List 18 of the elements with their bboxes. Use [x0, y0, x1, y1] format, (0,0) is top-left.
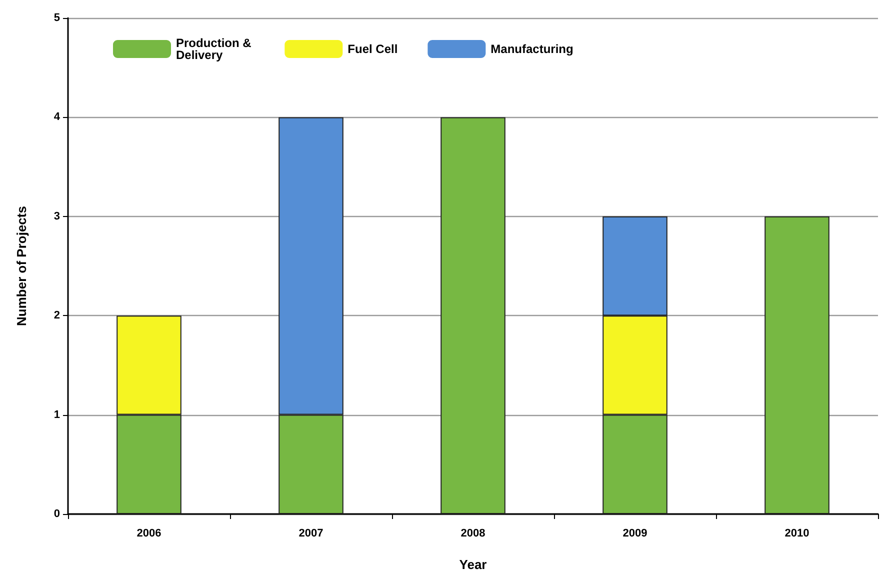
legend-label: Manufacturing — [490, 42, 574, 56]
bar — [440, 117, 506, 514]
x-tick-label: 2007 — [298, 528, 324, 540]
y-tick-label: 3 — [54, 210, 60, 222]
y-tick-label: 5 — [54, 12, 60, 24]
y-tick-label: 0 — [54, 508, 60, 520]
y-tick-label: 1 — [54, 408, 60, 421]
x-tick-label: 2008 — [460, 528, 486, 540]
bar — [764, 216, 830, 514]
y-tick-label: 2 — [54, 310, 60, 322]
x-tick-label: 2010 — [784, 528, 810, 540]
x-tick-label: 2006 — [136, 528, 162, 540]
legend-label: Production & Delivery — [176, 36, 255, 62]
legend-label: Fuel Cell — [348, 42, 398, 56]
y-tick-label: 4 — [54, 111, 61, 124]
x-axis-title: Year — [459, 557, 487, 572]
x-tick-label: 2009 — [622, 528, 648, 540]
y-axis-title: Number of Projects — [14, 206, 29, 326]
